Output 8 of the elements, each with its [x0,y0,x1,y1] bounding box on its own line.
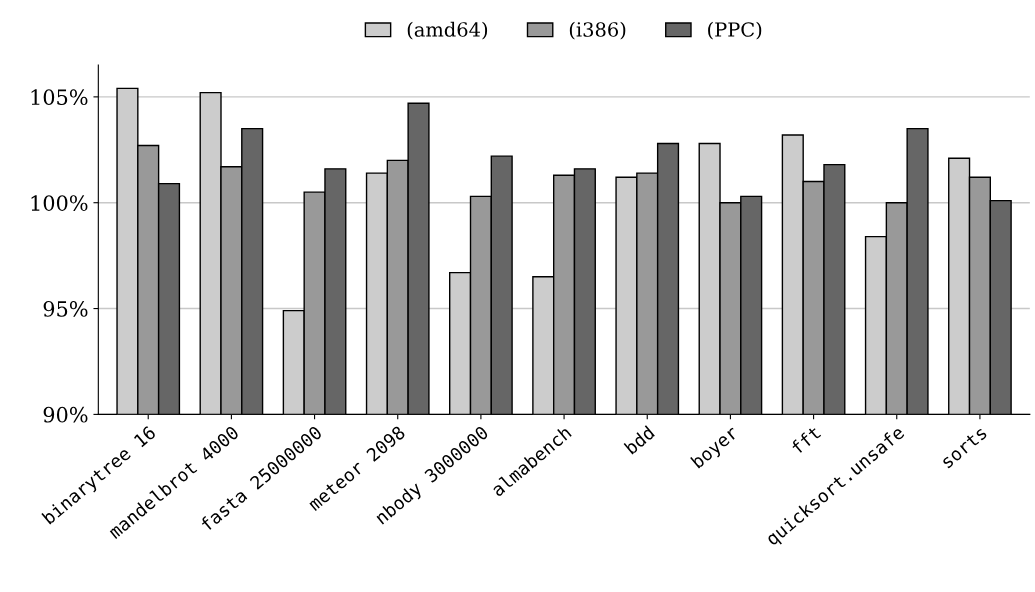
y-tick-label: 100% [31,195,88,211]
legend-label: (amd64) [407,21,488,40]
x-tick-label: bdd [623,425,655,455]
legend-label: (i386) [569,21,626,40]
y-tick-label: 90% [43,406,88,423]
y-tick-label: 105% [31,89,88,106]
y-tick-label: 95% [43,301,88,317]
legend-label: (PPC) [708,21,762,40]
